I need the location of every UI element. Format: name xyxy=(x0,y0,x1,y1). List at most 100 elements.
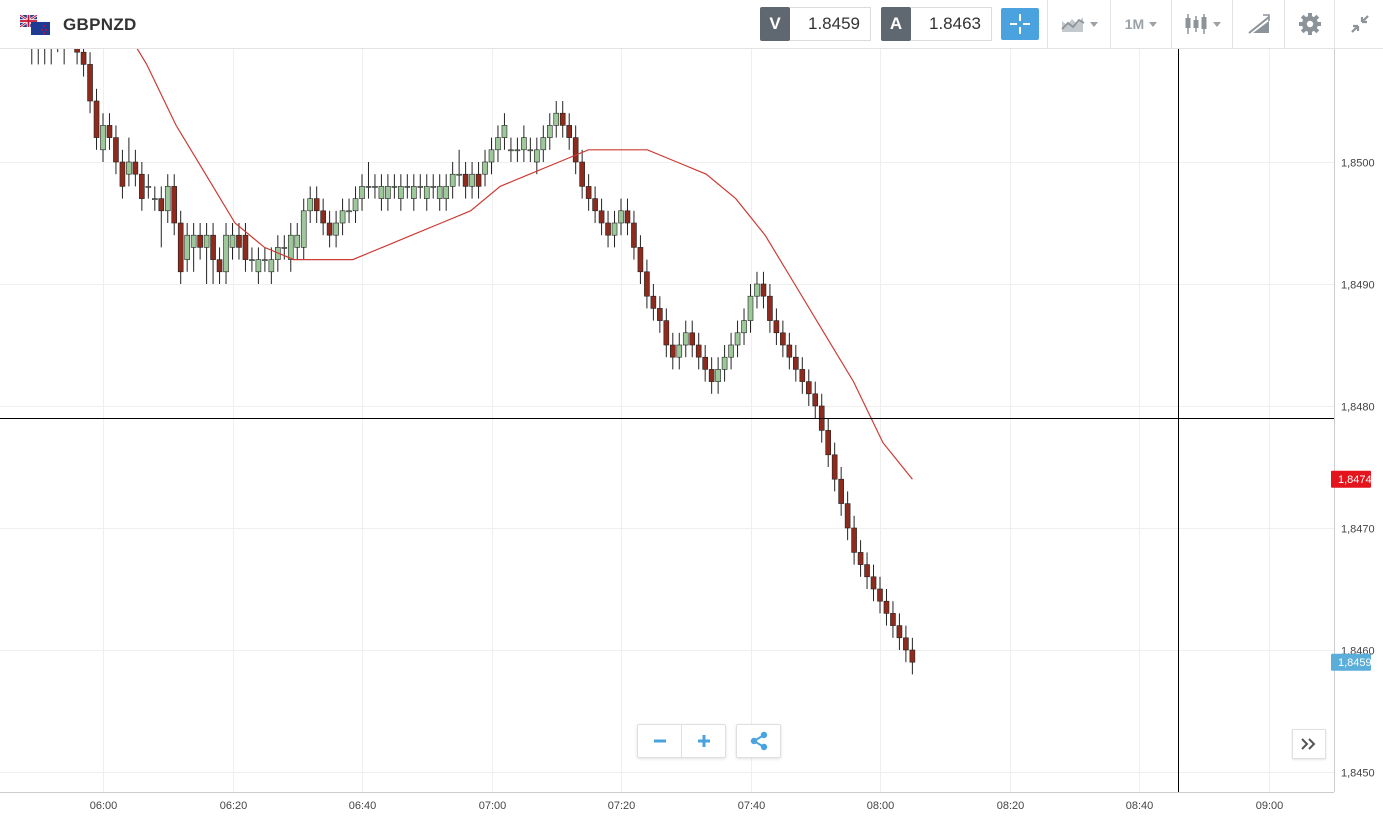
candle xyxy=(365,162,372,199)
crosshair-icon xyxy=(1010,14,1030,34)
candle xyxy=(780,320,786,358)
draw-tools-button[interactable] xyxy=(1232,0,1284,48)
candle-body xyxy=(404,186,411,188)
candle-body xyxy=(572,137,579,163)
candle xyxy=(669,332,676,370)
price-tick-label: 1,8470 xyxy=(1341,524,1375,536)
candle xyxy=(760,271,767,309)
candle xyxy=(559,101,566,138)
candle-body xyxy=(864,564,870,578)
candle xyxy=(236,223,242,260)
zoom-out-button[interactable] xyxy=(638,725,681,757)
candle xyxy=(896,613,903,650)
candle xyxy=(346,198,352,223)
candle xyxy=(650,284,657,321)
candle xyxy=(877,576,883,614)
candle-body xyxy=(657,308,663,321)
candle-body xyxy=(903,637,909,651)
candle xyxy=(592,186,598,223)
candle xyxy=(31,49,33,65)
candle xyxy=(734,320,741,358)
candle-body xyxy=(177,222,184,273)
candle-body xyxy=(262,259,268,261)
candle xyxy=(249,247,255,272)
candle-body xyxy=(689,332,696,346)
candle-body xyxy=(624,210,631,224)
ask-value: 1.8463 xyxy=(911,7,992,41)
candle-body xyxy=(870,576,877,590)
time-tick-label: 08:20 xyxy=(997,800,1025,812)
candle xyxy=(145,174,152,199)
candle xyxy=(754,271,760,309)
candle xyxy=(436,174,443,211)
candle-body xyxy=(728,344,734,358)
candle-body xyxy=(637,247,644,273)
candle-body xyxy=(540,137,547,151)
share-control xyxy=(736,724,781,758)
candle-body xyxy=(669,344,676,358)
candle xyxy=(903,625,909,663)
candle-body xyxy=(799,369,806,382)
candle xyxy=(359,174,365,211)
candle-body xyxy=(313,198,320,212)
candle xyxy=(197,223,203,260)
time-tick-label: 08:00 xyxy=(867,800,895,812)
collapse-button[interactable] xyxy=(1334,0,1383,48)
candle-body xyxy=(559,112,566,126)
candle-body xyxy=(106,125,113,138)
flag-icon xyxy=(20,15,50,35)
candle-body xyxy=(844,503,851,529)
candle xyxy=(657,296,663,333)
zoom-in-button[interactable] xyxy=(681,725,725,757)
candle-body xyxy=(708,369,715,382)
gear-icon xyxy=(1298,13,1321,35)
candle-style-button[interactable] xyxy=(1171,0,1232,48)
candle xyxy=(838,467,844,516)
candle-body xyxy=(352,198,359,212)
candle-body xyxy=(579,161,585,187)
candle xyxy=(210,223,216,284)
candle-body xyxy=(436,186,443,199)
share-button[interactable] xyxy=(737,725,780,757)
candle-body xyxy=(242,234,249,260)
candle-body xyxy=(171,186,178,224)
candle xyxy=(443,174,449,211)
candle-body xyxy=(113,137,119,163)
candle-body xyxy=(650,295,657,309)
collapse-icon xyxy=(1350,15,1369,33)
crosshair-button[interactable] xyxy=(1001,8,1039,40)
candle xyxy=(495,125,501,162)
candle xyxy=(326,210,333,248)
candle xyxy=(378,174,385,211)
candle-body xyxy=(152,198,158,200)
candle xyxy=(572,125,579,175)
candle-body xyxy=(326,222,333,236)
candle-body xyxy=(546,125,553,138)
candle xyxy=(333,210,339,248)
candle xyxy=(546,113,553,150)
ask-price-box[interactable]: A 1.8463 xyxy=(881,7,992,41)
candle xyxy=(171,174,178,236)
candle xyxy=(113,125,119,175)
candle xyxy=(139,162,145,211)
candle-body xyxy=(475,173,482,187)
candle-body xyxy=(825,430,832,456)
candle xyxy=(631,210,637,260)
candle-body xyxy=(741,320,747,334)
candle xyxy=(514,137,521,162)
candle-body xyxy=(423,186,430,199)
candle xyxy=(585,174,592,211)
candle xyxy=(164,174,171,223)
chevron-down-icon xyxy=(1089,21,1098,27)
bid-price-box[interactable]: V 1.8459 xyxy=(760,7,871,41)
settings-button[interactable] xyxy=(1284,0,1334,48)
timeframe-button[interactable]: 1M xyxy=(1110,0,1171,48)
candle-body xyxy=(909,649,916,663)
candle-body xyxy=(585,186,592,199)
candle xyxy=(831,442,838,492)
candle xyxy=(883,589,890,626)
chart-type-button[interactable] xyxy=(1047,0,1110,48)
scroll-to-latest-button[interactable] xyxy=(1292,729,1326,759)
candle xyxy=(449,162,456,199)
